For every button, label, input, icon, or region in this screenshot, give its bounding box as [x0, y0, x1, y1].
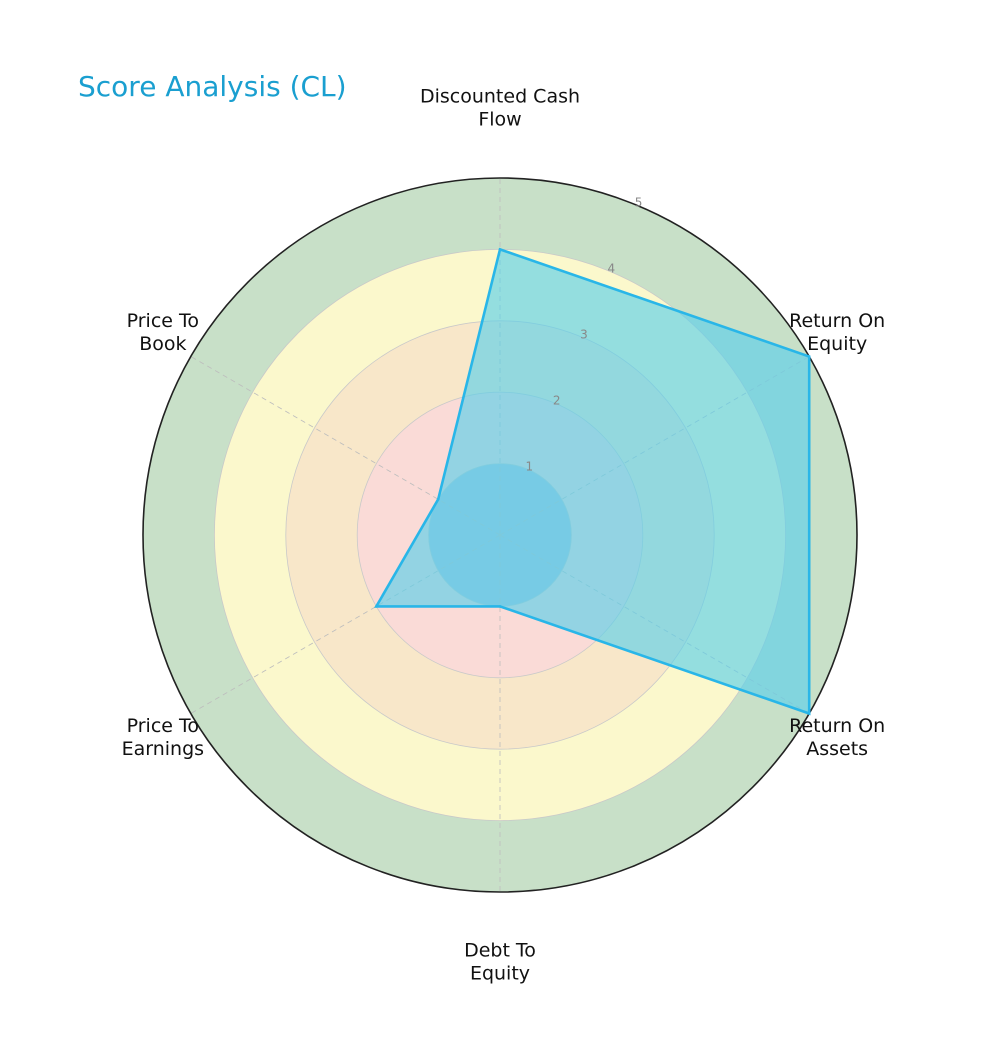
axis-label-line: Earnings [122, 738, 204, 760]
axis-label-line: Flow [478, 108, 521, 130]
axis-label-line: Price To [127, 310, 199, 332]
data-point-5 [375, 605, 378, 608]
axis-label-line: Return On [789, 310, 885, 332]
data-point-1 [498, 248, 502, 251]
tick-label-5: 5 [635, 196, 643, 210]
data-point-4 [498, 605, 502, 608]
score-series [374, 247, 811, 716]
axis-label-line: Debt To [464, 939, 536, 961]
axis-label-line: Return On [789, 715, 885, 737]
axis-label-line: Book [139, 333, 186, 355]
tick-label-1: 1 [526, 460, 534, 474]
axis-label-6: Price To Book [127, 310, 199, 355]
radial-tick-labels: 1 2 3 4 5 [526, 196, 643, 474]
chart-title: Score Analysis (CL) [78, 70, 347, 103]
axis-label-5: Price To Earnings [122, 715, 204, 760]
axis-label-4: Debt To Equity [464, 939, 536, 984]
axis-label-line: Equity [807, 333, 867, 355]
axis-label-line: Assets [806, 738, 868, 760]
axis-label-3: Return On Assets [789, 715, 885, 760]
tick-label-3: 3 [580, 328, 588, 342]
data-point-3 [807, 712, 811, 715]
data-point-2 [807, 355, 811, 358]
axis-label-1: Discounted Cash Flow [420, 85, 580, 130]
axis-label-line: Price To [127, 715, 199, 737]
grid-spoke-6 [190, 356, 501, 536]
tick-label-2: 2 [553, 394, 561, 408]
axis-label-line: Discounted Cash [420, 85, 580, 107]
axis-label-line: Equity [470, 962, 530, 984]
outer-ring [142, 177, 858, 893]
grid-spoke-5 [190, 534, 501, 714]
data-point-6 [436, 498, 440, 501]
tick-label-4: 4 [607, 262, 615, 276]
axis-label-2: Return On Equity [789, 310, 885, 355]
